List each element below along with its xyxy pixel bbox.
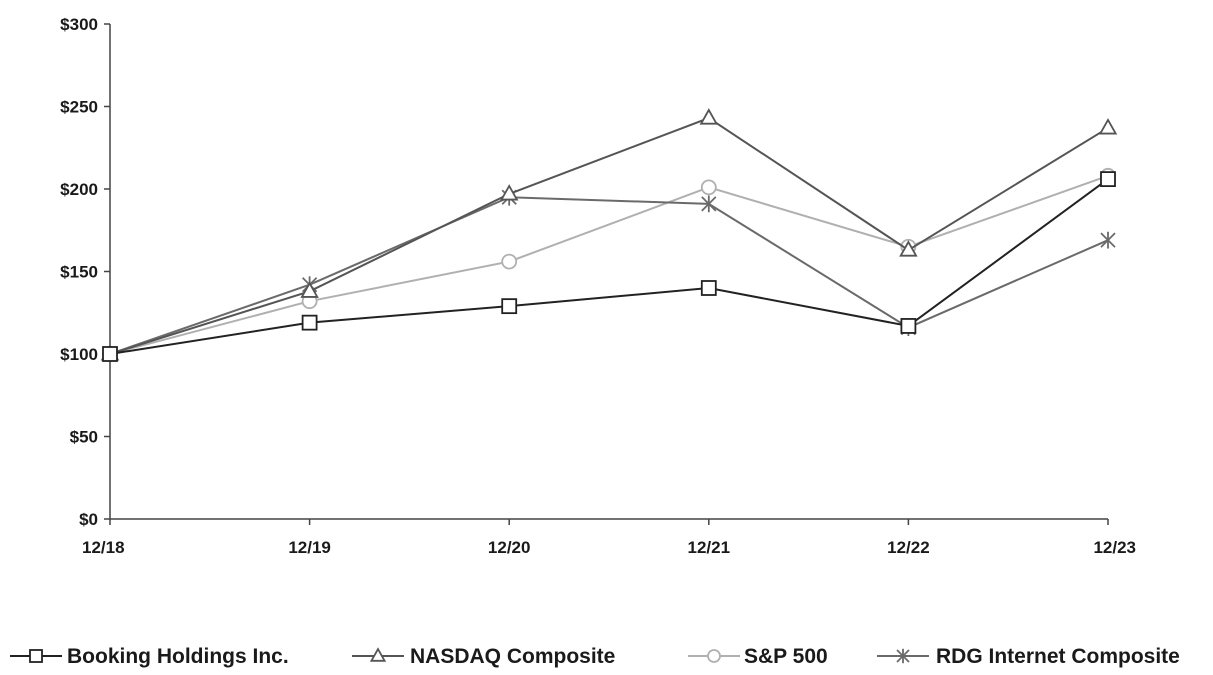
series-3: [102, 188, 1116, 363]
legend-item-3: RDG Internet Composite: [877, 645, 1180, 668]
y-tick-label: $300: [60, 15, 98, 34]
legend-marker: [369, 647, 387, 662]
legend-marker: [29, 649, 43, 663]
data-point: [501, 253, 518, 270]
x-tick-label: 12/20: [488, 538, 531, 557]
series-1: [100, 108, 1118, 361]
legend-label: RDG Internet Composite: [936, 645, 1180, 668]
x-tick-label: 12/23: [1093, 538, 1136, 557]
legend-item-0: Booking Holdings Inc.: [10, 645, 289, 668]
data-point: [1100, 171, 1116, 188]
x-tick-label: 12/21: [688, 538, 731, 557]
series-line: [109, 196, 1109, 355]
y-tick-label: $50: [70, 428, 98, 447]
series-layer: [100, 108, 1118, 363]
series-line: [109, 178, 1109, 355]
legend-marker: [707, 649, 721, 663]
series-line: [109, 174, 1109, 355]
x-tick-label: 12/18: [82, 538, 125, 557]
data-point: [700, 179, 717, 196]
series-0: [102, 171, 1116, 362]
data-point: [102, 346, 118, 362]
axes: $0 $50 $100 $150 $200 $250 $300 12/18 12/19 12/20…: [60, 15, 1136, 557]
data-point: [700, 280, 717, 296]
data-point: [301, 314, 318, 331]
legend-item-2: S&P 500: [688, 645, 828, 668]
data-point: [699, 108, 719, 125]
data-point: [1098, 118, 1118, 135]
legend: Booking Holdings Inc. NASDAQ Composite S&P…: [10, 645, 1180, 668]
y-tick-label: $200: [60, 180, 98, 199]
legend-label: NASDAQ Composite: [410, 645, 615, 668]
series-line: [109, 116, 1109, 355]
data-point: [900, 318, 917, 334]
data-point: [1100, 231, 1116, 249]
y-tick-label: $0: [79, 510, 98, 529]
y-tick-label: $250: [60, 98, 98, 117]
y-tick-label: $150: [60, 263, 98, 282]
y-tick-label: $100: [60, 345, 98, 364]
x-tick-label: 12/19: [288, 538, 331, 557]
legend-marker: [896, 648, 910, 664]
data-point: [501, 298, 518, 315]
x-tick-label: 12/22: [887, 538, 930, 557]
legend-item-1: NASDAQ Composite: [352, 645, 615, 668]
data-point: [899, 240, 918, 257]
data-point: [300, 281, 319, 298]
legend-label: Booking Holdings Inc.: [67, 645, 289, 668]
data-point: [499, 184, 519, 201]
legend-label: S&P 500: [744, 645, 828, 668]
data-point: [701, 195, 717, 213]
